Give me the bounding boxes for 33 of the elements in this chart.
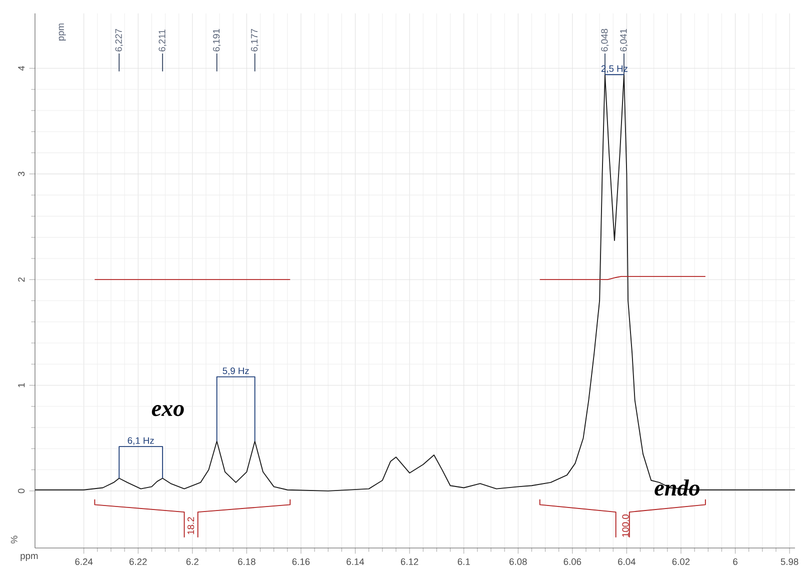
annotation: 6,211 [158,30,166,52]
x-tick-label: 6.1 [458,558,470,565]
y-tick-label: 3 [18,172,25,176]
x-tick-label: 5.98 [780,558,798,565]
x-tick-label: 6.2 [186,558,198,565]
annotation: 6,191 [213,28,221,52]
annotation: 6,1 Hz [128,437,154,445]
text: % [10,536,18,544]
x-tick-label: 6.22 [130,558,147,565]
x-tick-label: 6.12 [400,558,418,565]
y-tick-label: 0 [18,488,25,494]
x-tick-label: 6.04 [618,558,636,565]
x-tick-label: 6.18 [238,558,256,565]
annotation: 6,227 [115,28,123,52]
annotation: 6,041 [620,28,628,52]
y-tick-label: 2 [18,277,25,282]
x-tick-label: 6.24 [75,558,93,565]
y-tick-label: 1 [18,383,25,388]
x-tick-label: 6.02 [672,558,690,565]
y-tick-label: 4 [18,66,25,71]
annotation: 5,9 Hz [222,368,249,376]
x-tick-label: 6.16 [292,558,310,565]
annotation: exo [152,405,184,416]
annotation: 6,048 [601,28,609,52]
x-tick-label: 6.06 [564,558,582,565]
x-tick-label: 6.08 [510,558,527,565]
annotation: ppm [58,24,66,41]
annotation: 18.2 [188,517,194,534]
annotation: 6,177 [251,28,259,52]
x-tick-label: 6.14 [346,558,364,565]
annotation: 100.0 [622,514,629,537]
x-tick-label: 6 [733,558,738,565]
x-axis-title: ppm [20,554,38,561]
